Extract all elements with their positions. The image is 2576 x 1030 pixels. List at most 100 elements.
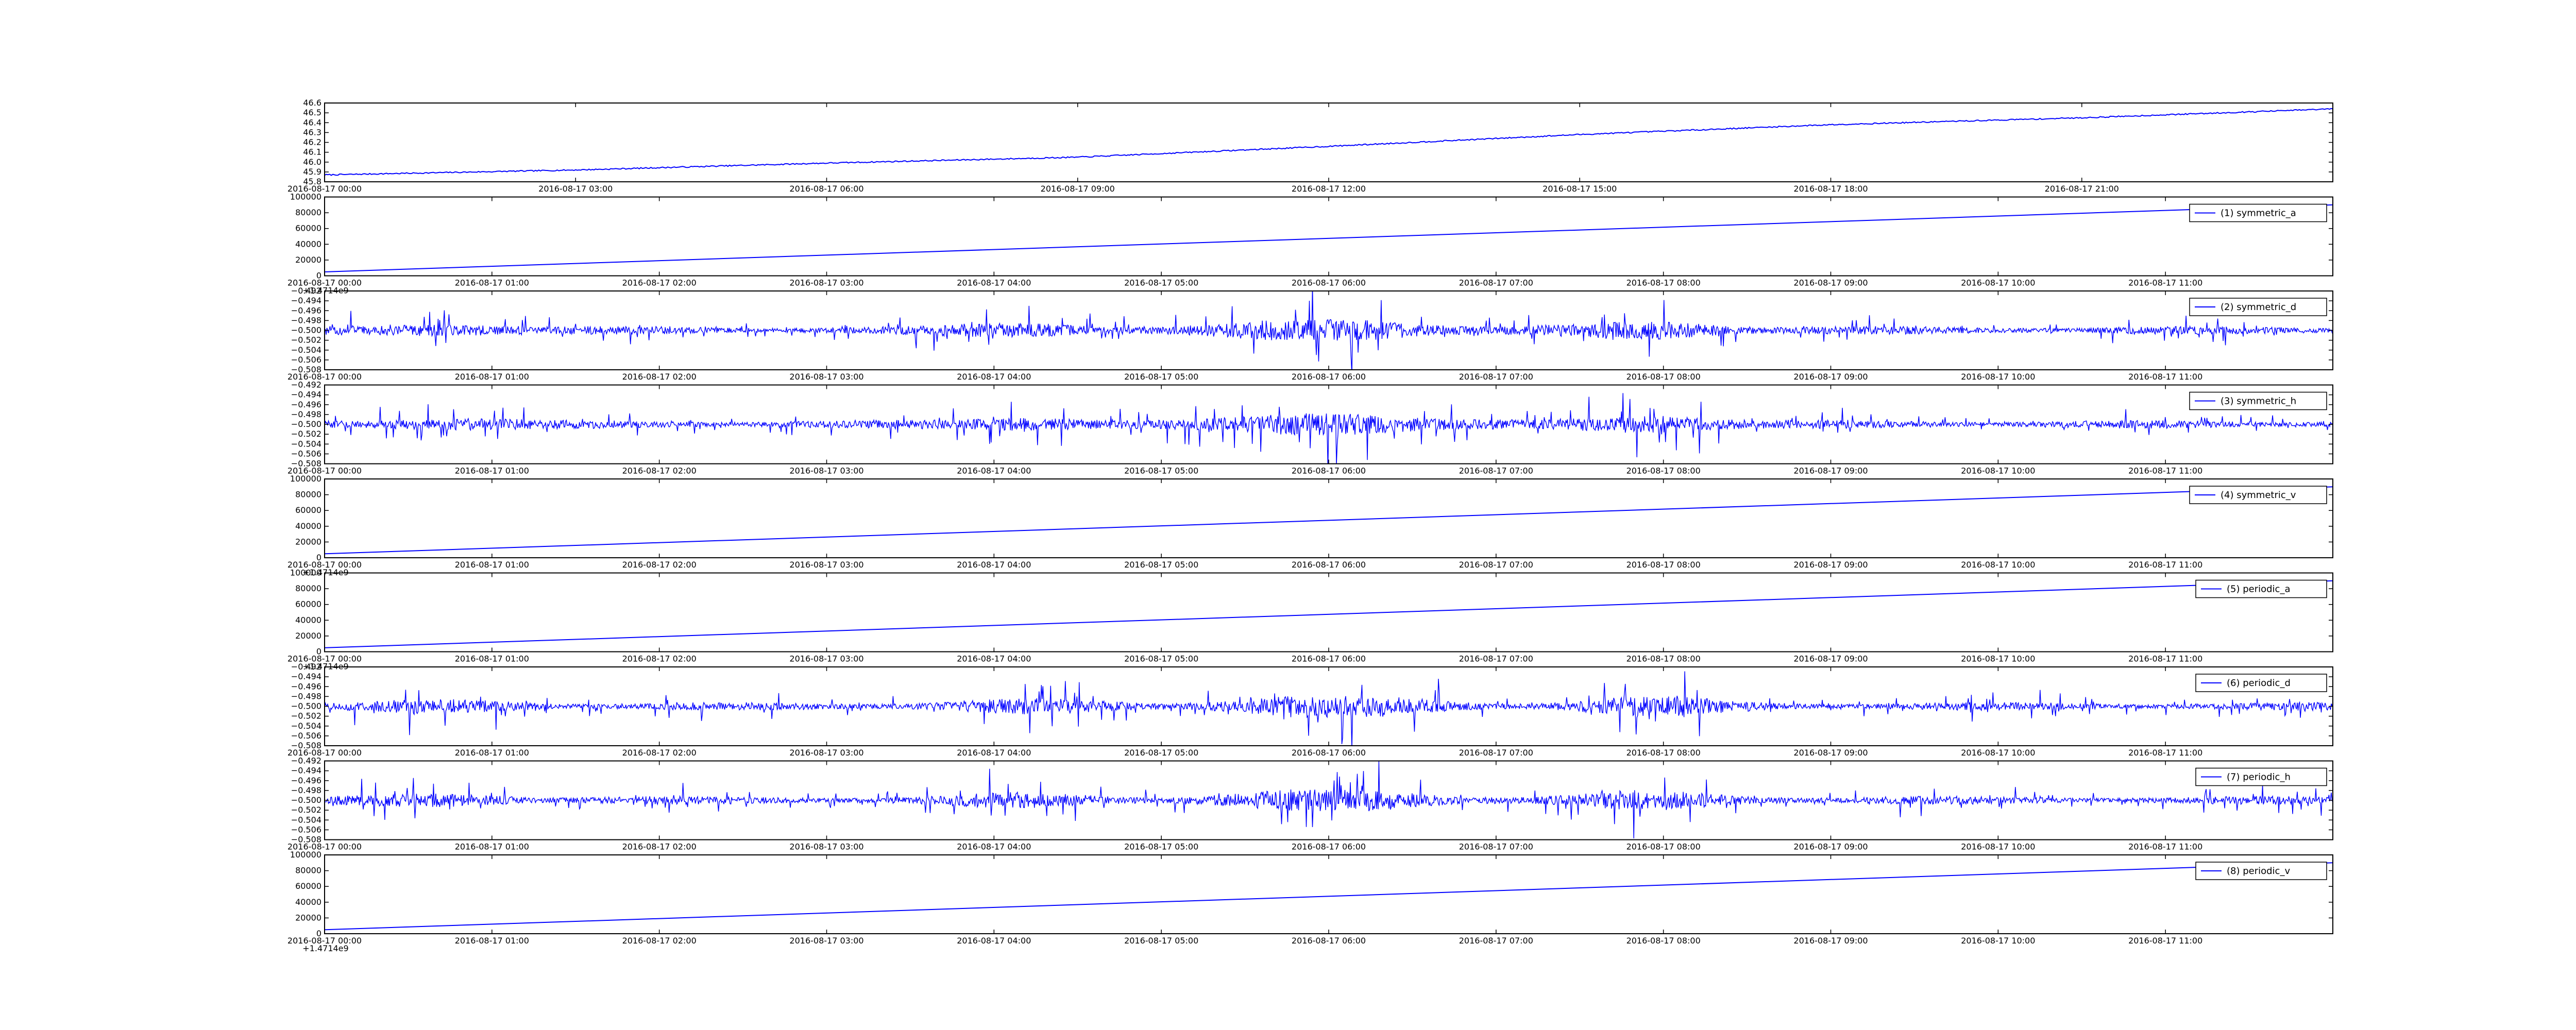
y-tick-label: −0.494: [291, 672, 321, 681]
x-tick-label: 2016-08-17 00:00: [287, 748, 362, 758]
legend: (1) symmetric_a: [2189, 203, 2327, 222]
x-tick-label: 2016-08-17 12:00: [1292, 184, 1366, 194]
y-tick-label: 20000: [295, 255, 321, 265]
legend: (5) periodic_a: [2195, 579, 2327, 598]
y-tick-label: −0.498: [291, 785, 321, 795]
x-tick-label: 2016-08-17 08:00: [1626, 278, 1701, 288]
series-line: [325, 486, 2333, 555]
y-tick-label: 60000: [295, 505, 321, 515]
y-tick-label: 80000: [295, 583, 321, 593]
y-tick-label: 80000: [295, 866, 321, 876]
y-tick-label: 45.8: [303, 177, 321, 186]
x-tick-label: 2016-08-17 05:00: [1124, 372, 1198, 382]
y-tick-label: 60000: [295, 881, 321, 891]
y-tick-label: −0.506: [291, 355, 321, 365]
y-tick-label: −0.508: [291, 459, 321, 469]
subplot-4: −0.508−0.506−0.504−0.502−0.500−0.498−0.4…: [287, 380, 2333, 476]
x-tick-label: 2016-08-17 08:00: [1626, 560, 1701, 570]
x-tick-label: 2016-08-17 03:00: [789, 842, 863, 852]
x-tick-label: 2016-08-17 11:00: [2128, 372, 2202, 382]
x-tick-label: 2016-08-17 03:00: [538, 184, 613, 194]
y-tick-label: −0.500: [291, 701, 321, 711]
subplot-3: −0.508−0.506−0.504−0.502−0.500−0.498−0.4…: [287, 286, 2333, 382]
x-tick-label: 2016-08-17 11:00: [2128, 466, 2202, 476]
y-tick-label: 80000: [295, 490, 321, 500]
y-tick-label: −0.502: [291, 711, 321, 721]
y-tick-label: 46.3: [303, 127, 321, 137]
x-tick-label: 2016-08-17 03:00: [789, 748, 863, 758]
x-tick-label: 2016-08-17 09:00: [1793, 842, 1868, 852]
x-tick-label: 2016-08-17 08:00: [1626, 372, 1701, 382]
subplot-7: −0.508−0.506−0.504−0.502−0.500−0.498−0.4…: [287, 662, 2333, 758]
x-tick-label: 2016-08-17 03:00: [789, 654, 863, 664]
x-tick-label: 2016-08-17 06:00: [789, 184, 863, 194]
x-tick-label: 2016-08-17 10:00: [1961, 560, 2035, 570]
y-tick-label: −0.496: [291, 400, 321, 409]
x-tick-label: 2016-08-17 04:00: [957, 372, 1031, 382]
x-tick-label: 2016-08-17 01:00: [455, 748, 529, 758]
y-tick-label: 100000: [290, 568, 321, 578]
x-tick-label: 2016-08-17 11:00: [2128, 278, 2202, 288]
y-tick-label: 46.2: [303, 138, 321, 147]
y-tick-label: −0.500: [291, 325, 321, 335]
legend-label: (8) periodic_v: [2227, 866, 2290, 877]
y-tick-label: 40000: [295, 239, 321, 249]
x-tick-label: 2016-08-17 02:00: [622, 560, 697, 570]
y-tick-label: −0.496: [291, 681, 321, 691]
x-tick-label: 2016-08-17 01:00: [455, 654, 529, 664]
y-tick-label: 80000: [295, 208, 321, 217]
x-tick-label: 2016-08-17 05:00: [1124, 278, 1198, 288]
subplot-stack: 45.845.946.046.146.246.346.446.546.6 2016…: [287, 98, 2333, 953]
x-tick-label: 2016-08-17 10:00: [1961, 936, 2035, 946]
legend: (4) symmetric_v: [2189, 486, 2327, 504]
x-tick-label: 2016-08-17 02:00: [622, 936, 697, 946]
y-tick-label: −0.502: [291, 335, 321, 345]
y-tick-label: 46.0: [303, 157, 321, 167]
x-tick-label: 2016-08-17 04:00: [957, 936, 1031, 946]
x-tick-label: 2016-08-17 21:00: [2045, 184, 2119, 194]
series-group: [325, 671, 2333, 746]
x-tick-label: 2016-08-17 03:00: [789, 278, 863, 288]
x-tick-label: 2016-08-17 05:00: [1124, 654, 1198, 664]
series-group: [325, 486, 2333, 555]
x-tick-label: 2016-08-17 05:00: [1124, 936, 1198, 946]
x-tick-label: 2016-08-17 09:00: [1793, 748, 1868, 758]
y-tick-label: −0.506: [291, 449, 321, 458]
series-group: [325, 108, 2333, 176]
legend-label: (1) symmetric_a: [2221, 208, 2296, 219]
y-tick-label: 100000: [290, 474, 321, 484]
subplot-2: 0 20000 40000 60000 80000 100000 2016-08-17 00…: [287, 192, 2333, 296]
x-tick-label: 2016-08-17 01:00: [455, 372, 529, 382]
x-tick-label: 2016-08-17 06:00: [1292, 372, 1366, 382]
x-tick-label: 2016-08-17 07:00: [1459, 372, 1533, 382]
legend-label: (4) symmetric_v: [2221, 490, 2296, 501]
x-tick-label: 2016-08-17 00:00: [287, 466, 362, 476]
x-tick-label: 2016-08-17 04:00: [957, 466, 1031, 476]
x-tick-label: 2016-08-17 04:00: [957, 278, 1031, 288]
x-tick-label: 2016-08-17 05:00: [1124, 560, 1198, 570]
x-offset-text: +1.4714e9: [302, 943, 348, 953]
y-tick-label: 60000: [295, 599, 321, 609]
x-tick-label: 2016-08-17 00:00: [287, 560, 362, 570]
x-tick-label: 2016-08-17 03:00: [789, 560, 863, 570]
legend: (8) periodic_v: [2195, 862, 2327, 880]
y-tick-label: 46.5: [303, 108, 321, 117]
y-tick-label: −0.502: [291, 429, 321, 439]
subplot-1: 45.845.946.046.146.246.346.446.546.6 2016…: [287, 98, 2333, 194]
series-group: [325, 862, 2333, 931]
x-tick-label: 2016-08-17 05:00: [1124, 466, 1198, 476]
x-tick-label: 2016-08-17 03:00: [789, 936, 863, 946]
y-tick-label: −0.504: [291, 439, 321, 449]
series-line: [325, 108, 2333, 176]
x-tick-label: 2016-08-17 04:00: [957, 748, 1031, 758]
series-line: [325, 761, 2333, 838]
y-tick-label: −0.506: [291, 825, 321, 834]
x-tick-label: 2016-08-17 06:00: [1292, 748, 1366, 758]
series-line: [325, 291, 2333, 370]
y-tick-label: 46.6: [303, 98, 321, 108]
series-group: [325, 761, 2333, 838]
y-tick-label: −0.508: [291, 741, 321, 750]
